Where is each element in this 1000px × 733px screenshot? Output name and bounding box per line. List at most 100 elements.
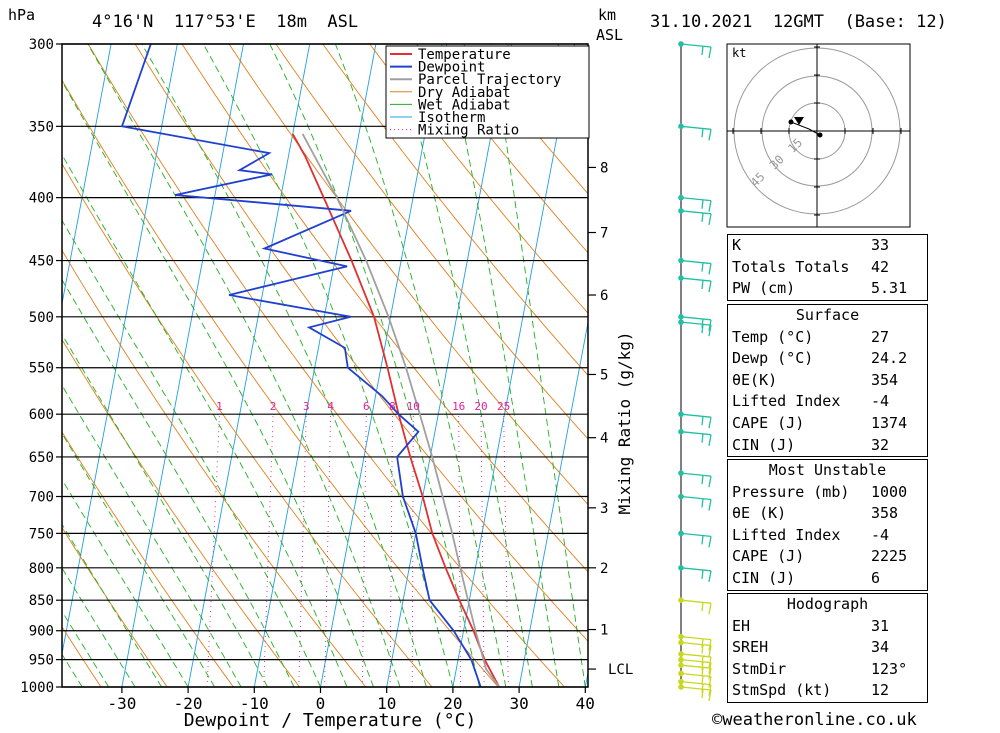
mixing-ratio-label: 10 — [407, 400, 420, 413]
dry-adiabat-line — [62, 79, 499, 687]
plot-frame — [61, 43, 589, 688]
isotherm-line — [320, 44, 443, 687]
wind-barb-dot — [678, 565, 684, 571]
height-unit-km: km — [598, 6, 617, 24]
temperature-tick-label: -30 — [107, 694, 136, 713]
hodograph-point — [817, 132, 823, 138]
wind-barb — [708, 676, 712, 688]
datetime-title: 31.10.2021 12GMT (Base: 12) — [650, 12, 947, 32]
isotherm-line — [121, 44, 244, 687]
legend-label: Wet Adiabat — [418, 97, 511, 113]
wind-barb — [708, 570, 712, 582]
mixing-ratio-line — [324, 414, 332, 687]
pressure-tick-label: 700 — [29, 490, 54, 506]
wind-barb — [701, 475, 704, 485]
mixing-ratio-label: 1 — [216, 400, 223, 413]
height-tick-label: 8 — [600, 160, 608, 176]
hodograph-row: EH 31 — [732, 616, 890, 635]
temperature-tick-label: 0 — [316, 694, 326, 713]
legend-label: Mixing Ratio — [418, 123, 519, 139]
mixing-ratio-label: 25 — [497, 400, 510, 413]
mixing-ratio-label: 3 — [303, 400, 310, 413]
wind-barb-dot — [678, 411, 684, 417]
pressure-tick-label: 300 — [29, 37, 54, 53]
wind-barb — [708, 434, 712, 446]
surface-row: CIN (J) 32 — [732, 435, 890, 454]
wind-barb — [680, 196, 712, 202]
wind-barb — [708, 476, 712, 488]
height-tick-label: LCL — [608, 662, 633, 678]
mixing-ratio-line — [263, 414, 274, 687]
wind-barb-dot — [678, 656, 684, 663]
index-row-pw: PW (cm) 5.31 — [732, 279, 908, 298]
temperature-tick-label: 20 — [443, 694, 462, 713]
legend-label: Dewpoint — [418, 60, 485, 76]
pressure-tick-label: 550 — [29, 361, 54, 377]
pressure-tick-label: 1000 — [20, 680, 54, 696]
wet-adiabat-line — [202, 44, 454, 687]
mixing-ratio-label: 6 — [363, 400, 370, 413]
pressure-unit: hPa — [8, 6, 36, 24]
dry-adiabat-line — [322, 44, 588, 376]
height-tick-label: 7 — [600, 226, 608, 242]
wind-barb — [680, 495, 712, 501]
wind-barb — [701, 569, 704, 579]
wind-barb — [708, 213, 712, 225]
pressure-tick-label: 900 — [29, 624, 54, 640]
wind-barb — [708, 645, 712, 657]
indices-table: K 33 Totals Totals 42 PW (cm) 5.31 — [727, 234, 928, 301]
wind-barb — [680, 259, 712, 265]
wind-barb — [680, 599, 712, 604]
wind-barb — [680, 413, 712, 418]
dry-adiabat-line — [228, 44, 588, 506]
surface-row: Lifted Index -4 — [732, 392, 890, 411]
height-unit-asl: ASL — [596, 26, 624, 44]
wind-barb — [708, 263, 712, 275]
wind-barb — [701, 199, 704, 209]
legend-label: Temperature — [418, 47, 511, 63]
pressure-tick-label: 800 — [29, 561, 54, 577]
mixing-ratio-title: Mixing Ratio (g/kg) — [615, 331, 634, 514]
wind-barb — [701, 688, 704, 699]
wind-barb — [680, 472, 712, 477]
mixing-ratio-label: 2 — [270, 400, 277, 413]
wind-barb — [680, 316, 712, 321]
dry-adiabat-line — [62, 526, 168, 687]
surface-row: CAPE (J) 1374 — [732, 413, 908, 432]
wind-barb — [708, 689, 712, 702]
most-unstable-row: CIN (J) 6 — [732, 568, 881, 587]
dry-adiabat-line — [62, 163, 433, 687]
isotherm-line — [62, 44, 112, 307]
wind-barb — [701, 262, 704, 272]
height-tick-label: 3 — [600, 501, 608, 517]
dewpoint-profile — [120, 44, 482, 687]
isotherm-line — [253, 44, 377, 687]
mixing-ratio-line — [503, 414, 509, 687]
wind-barb — [680, 680, 712, 686]
wind-barb — [680, 125, 712, 130]
isotherm-line — [62, 44, 178, 657]
temperature-tick-label: -20 — [174, 694, 203, 713]
dry-adiabat-line — [416, 44, 588, 254]
wind-barb — [680, 641, 712, 647]
legend-label: Dry Adiabat — [418, 85, 511, 101]
isotherm-line — [386, 44, 509, 687]
wind-barb — [708, 499, 712, 511]
wind-barb — [680, 672, 712, 678]
dry-adiabat-line — [275, 44, 588, 440]
index-row-k: K 33 — [732, 236, 890, 254]
wind-barb — [680, 210, 712, 215]
wind-barb-dot — [678, 319, 684, 325]
hodograph-trace — [790, 121, 821, 136]
copyright-link[interactable]: ©weatheronline.co.uk — [712, 710, 917, 730]
pressure-tick-label: 850 — [29, 593, 54, 609]
most-unstable-title: Most Unstable — [768, 461, 887, 479]
wind-barb — [708, 417, 712, 429]
wind-barb — [701, 535, 704, 545]
wind-barb-dot — [678, 314, 684, 320]
wet-adiabat-line — [141, 44, 427, 687]
hodograph-row: SREH 34 — [732, 638, 890, 657]
wind-barb-dot — [678, 257, 684, 264]
wind-barb — [680, 431, 712, 436]
